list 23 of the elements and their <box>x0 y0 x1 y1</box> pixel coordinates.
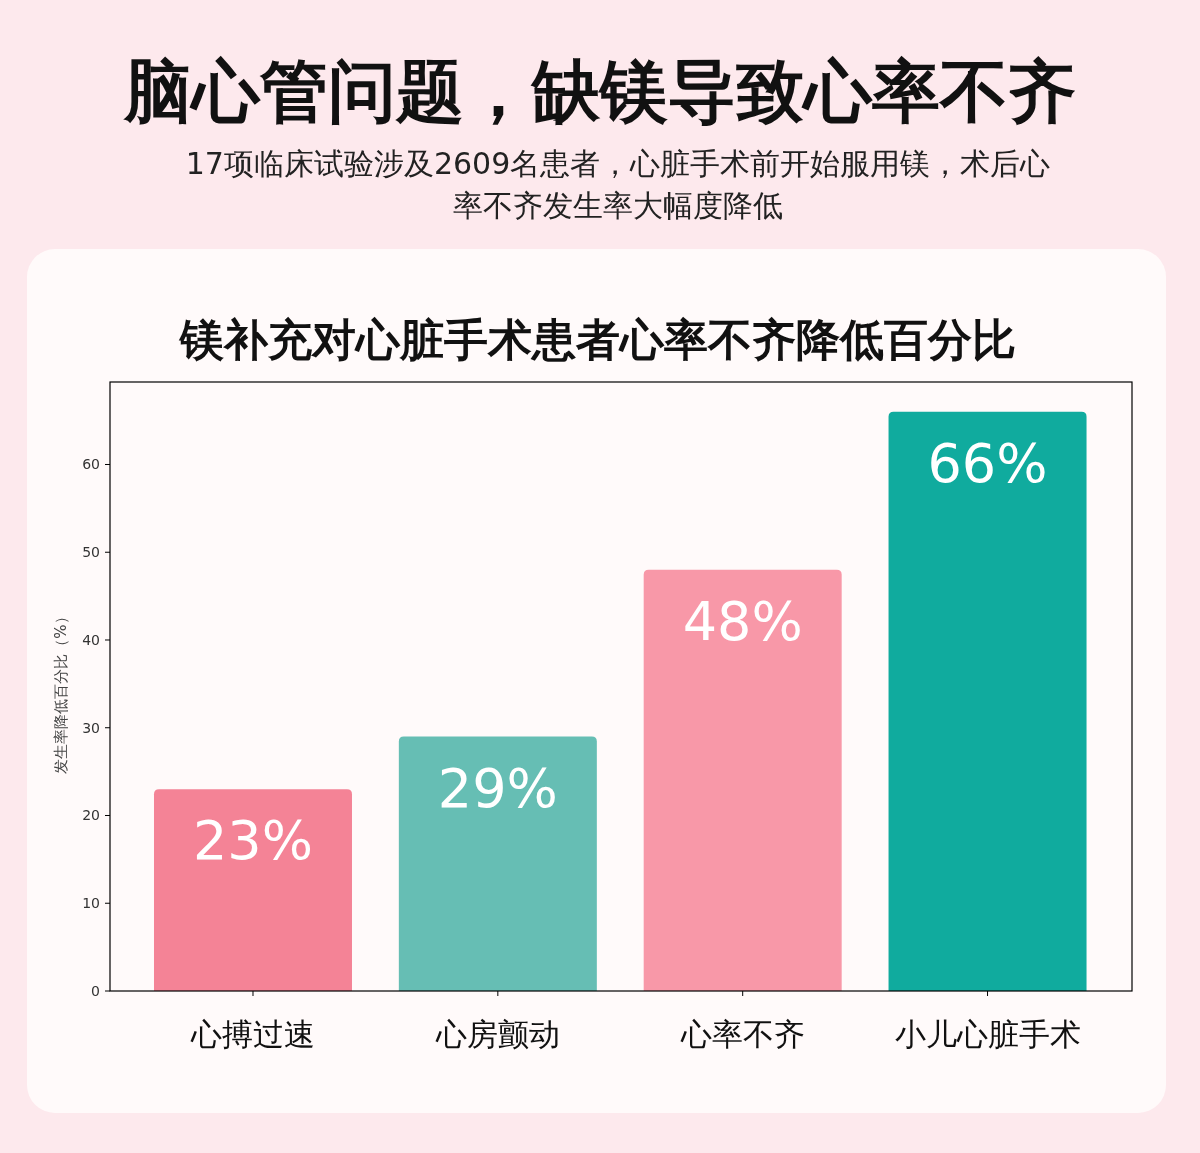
chart-title: 脑心管问题，缺镁导致心率不齐 <box>123 52 1076 131</box>
chart-subtitle: 17项临床试验涉及2609名患者，心脏手术前开始服用镁，术后心率不齐发生率大幅度降低 <box>185 146 1051 223</box>
text: 镁补充对心脏手术患者心率不齐降低百分比 <box>178 314 1016 365</box>
data-label: 48% <box>682 589 803 653</box>
data-label: 66% <box>927 431 1048 495</box>
bar <box>398 736 597 991</box>
y-tick-label: 0 <box>91 983 100 999</box>
bar <box>153 789 352 991</box>
data-label: 29% <box>437 756 558 820</box>
y-tick-label: 10 <box>82 895 100 912</box>
y-tick-label: 60 <box>82 456 100 473</box>
bar <box>888 411 1087 991</box>
y-tick-label: 40 <box>82 631 100 648</box>
data-label: 23% <box>192 809 314 873</box>
y-tick-label: 30 <box>82 719 100 736</box>
bar <box>643 569 842 991</box>
x-tick-label: 小儿心脏手术 <box>894 1016 1081 1052</box>
x-tick-label: 心搏过速 <box>189 1016 315 1052</box>
y-tick-label: 50 <box>82 544 100 561</box>
x-tick-label: 心房颤动 <box>434 1016 560 1052</box>
y-axis-title: 发生率降低百分比（%） <box>52 609 70 774</box>
y-tick-label: 20 <box>82 807 100 824</box>
x-tick-label: 心率不齐 <box>679 1016 805 1052</box>
